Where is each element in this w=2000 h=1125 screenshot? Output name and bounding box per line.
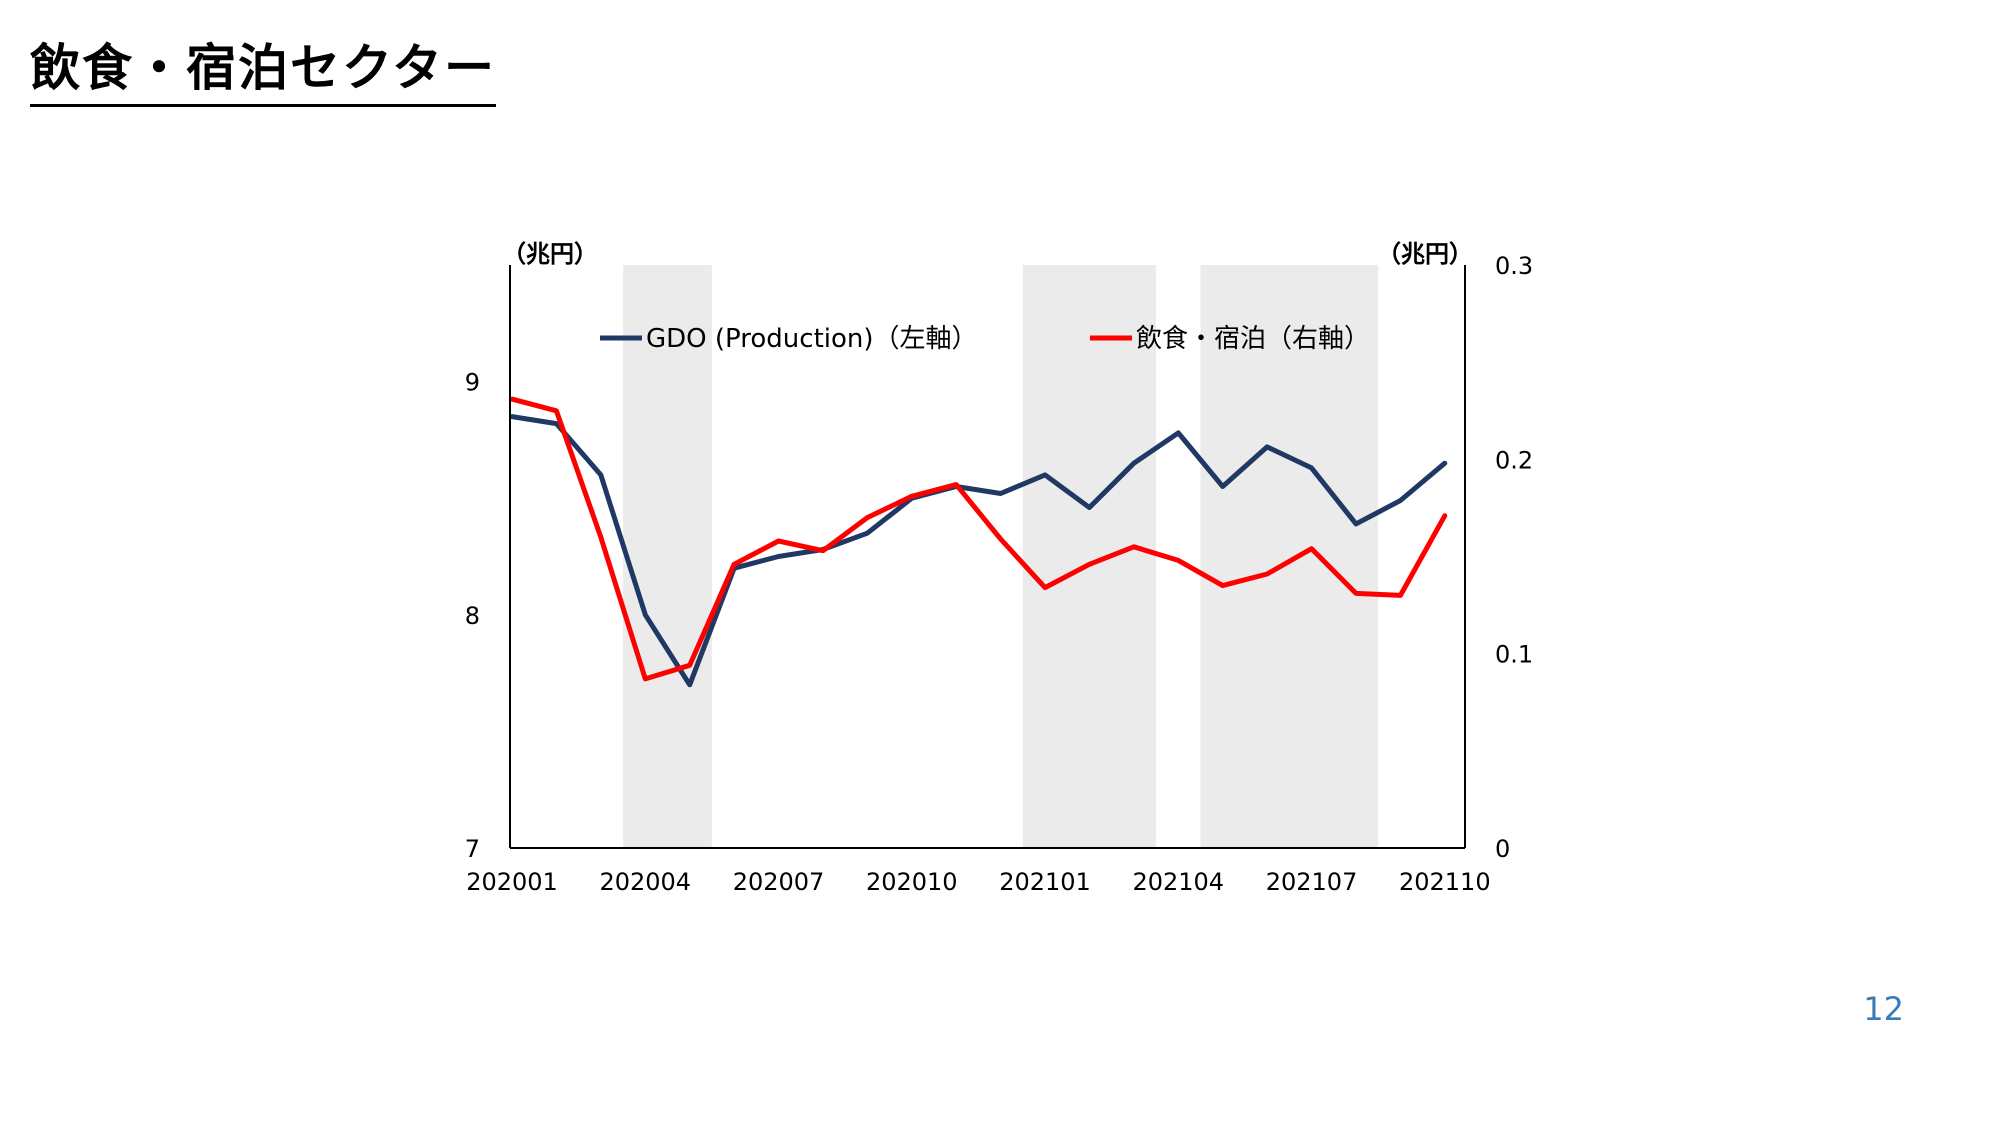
- x-tick-label: 202001: [466, 868, 558, 896]
- left-axis-unit: （兆円）: [502, 240, 598, 268]
- right-tick-label: 0: [1495, 835, 1510, 863]
- right-tick-label: 0.1: [1495, 641, 1533, 669]
- tick-labels: 7 8 9 0 0.1 0.2 0.3 202001 202004 202007 202010 202…: [465, 252, 1533, 896]
- legend-label: GDO (Production)（左軸）: [646, 324, 978, 354]
- x-tick-label: 202010: [866, 868, 958, 896]
- legend-label: 飲食・宿泊（右軸）: [1136, 324, 1370, 354]
- x-tick-label: 202101: [999, 868, 1091, 896]
- series-lines: [509, 396, 1448, 688]
- slide-title: 飲食・宿泊セクター: [30, 38, 496, 107]
- series-line-gdo: [509, 414, 1448, 688]
- axes: [509, 265, 1466, 849]
- left-tick-label: 9: [465, 369, 480, 397]
- right-tick-label: 0.2: [1495, 446, 1533, 474]
- shaded-period-1: [623, 265, 712, 848]
- series-line-food-lodging: [509, 396, 1448, 682]
- x-tick-label: 202110: [1399, 868, 1491, 896]
- shaded-period-2: [1022, 265, 1157, 848]
- left-tick-label: 8: [465, 602, 480, 630]
- right-axis-unit: （兆円）: [1377, 240, 1473, 268]
- page-number: 12: [1863, 990, 1904, 1028]
- left-tick-label: 7: [465, 835, 480, 863]
- axis-units: （兆円） （兆円）: [502, 240, 1473, 268]
- right-tick-label: 0.3: [1495, 252, 1533, 280]
- shaded-periods: [623, 265, 1379, 848]
- x-tick-label: 202007: [733, 868, 825, 896]
- shaded-period-3: [1200, 265, 1379, 848]
- x-tick-label: 202104: [1132, 868, 1224, 896]
- x-tick-label: 202107: [1266, 868, 1358, 896]
- legend: GDO (Production)（左軸） 飲食・宿泊（右軸）: [600, 324, 1370, 354]
- x-tick-label: 202004: [599, 868, 691, 896]
